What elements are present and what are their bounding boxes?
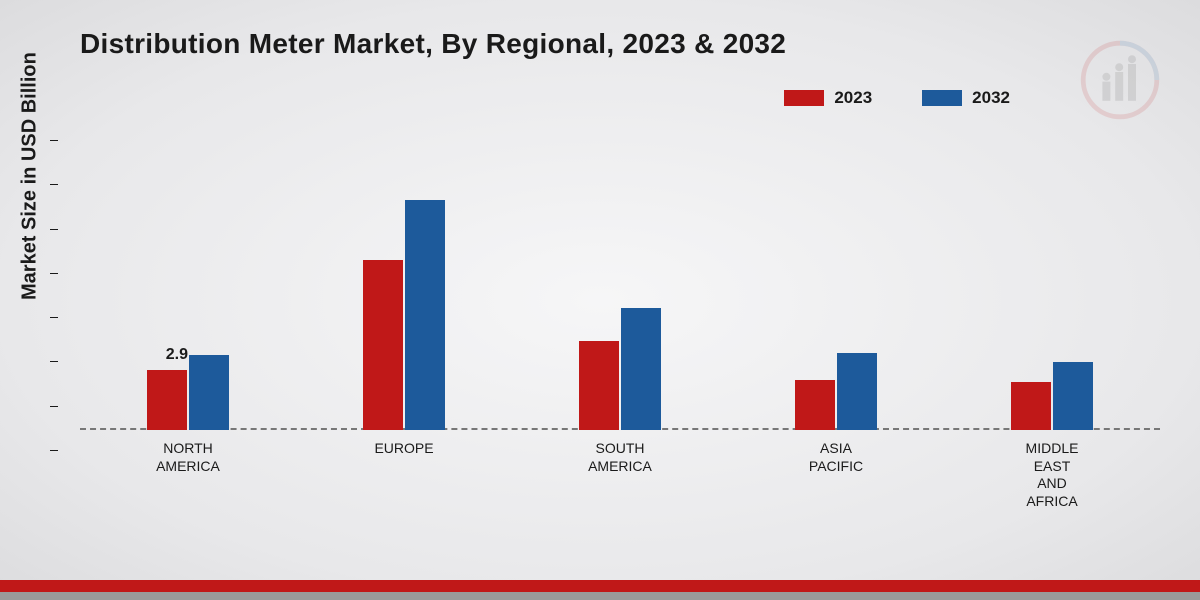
bar-value-label: 2.9 — [166, 346, 188, 364]
legend-item-2032: 2032 — [922, 88, 1010, 108]
bar-group — [944, 140, 1160, 430]
footer-bar-grey — [0, 592, 1200, 600]
bar-group — [512, 140, 728, 430]
y-tick — [50, 140, 58, 141]
bar — [795, 380, 835, 430]
bar-group — [296, 140, 512, 430]
watermark-logo-icon — [1080, 40, 1160, 120]
x-axis-category-label: NORTH AMERICA — [80, 440, 296, 510]
bar-group: 2.9 — [80, 140, 296, 430]
x-axis-category-label: ASIA PACIFIC — [728, 440, 944, 510]
legend-item-2023: 2023 — [784, 88, 872, 108]
chart-title: Distribution Meter Market, By Regional, … — [80, 28, 786, 60]
bar — [621, 308, 661, 430]
y-tick — [50, 361, 58, 362]
legend-label: 2023 — [834, 88, 872, 108]
bar — [363, 260, 403, 430]
legend-swatch — [922, 90, 962, 106]
bar — [189, 355, 229, 430]
bar — [1011, 382, 1051, 430]
y-tick — [50, 450, 58, 451]
legend: 2023 2032 — [784, 88, 1010, 108]
plot-area: 2.9 — [80, 140, 1160, 430]
y-tick — [50, 273, 58, 274]
bar — [1053, 362, 1093, 430]
bar — [405, 200, 445, 430]
bar-group — [728, 140, 944, 430]
x-axis-category-label: MIDDLE EAST AND AFRICA — [944, 440, 1160, 510]
x-axis-category-label: SOUTH AMERICA — [512, 440, 728, 510]
bar — [579, 341, 619, 430]
x-axis-labels: NORTH AMERICAEUROPESOUTH AMERICAASIA PAC… — [80, 440, 1160, 510]
legend-label: 2032 — [972, 88, 1010, 108]
bar — [837, 353, 877, 430]
y-tick — [50, 229, 58, 230]
bar — [147, 370, 187, 430]
y-tick — [50, 184, 58, 185]
legend-swatch — [784, 90, 824, 106]
bar-groups: 2.9 — [80, 140, 1160, 430]
x-axis-category-label: EUROPE — [296, 440, 512, 510]
y-tick — [50, 317, 58, 318]
footer-bar-red — [0, 580, 1200, 592]
y-tick — [50, 406, 58, 407]
y-axis-label: Market Size in USD Billion — [19, 52, 42, 300]
y-ticks — [50, 140, 70, 450]
